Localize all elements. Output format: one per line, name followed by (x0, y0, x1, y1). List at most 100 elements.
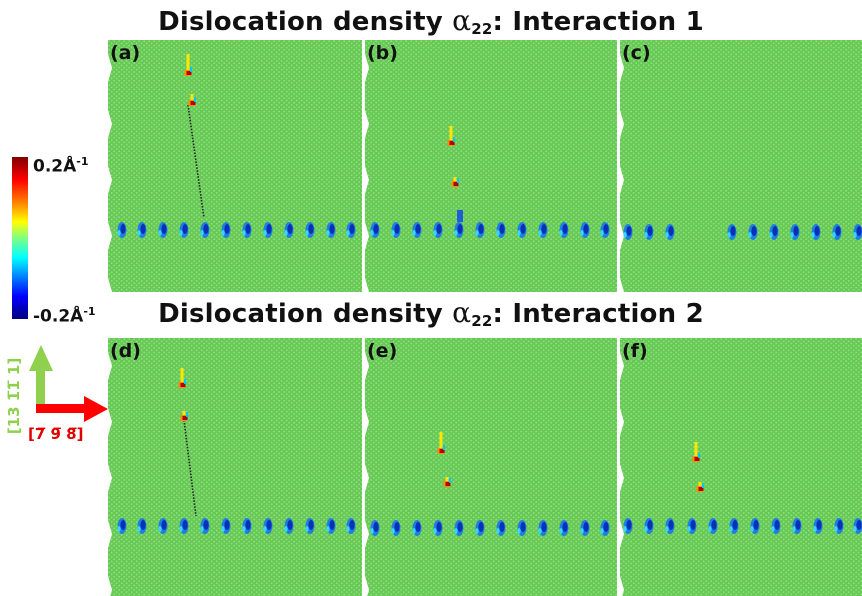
boundary-dislocation-core (600, 222, 610, 238)
lattice-dislocation (696, 482, 704, 492)
atom-lattice (365, 338, 617, 596)
boundary-dislocation-core (729, 518, 739, 534)
alpha-symbol: α (452, 296, 472, 329)
panel-edge (620, 338, 624, 596)
boundary-dislocation-core (412, 222, 422, 238)
lattice-dislocation (188, 94, 196, 106)
row-2-title: Dislocation density α22: Interaction 2 (158, 296, 704, 330)
lattice-dislocation (178, 368, 186, 388)
boundary-dislocation-core (433, 222, 443, 238)
boundary-dislocation-core (179, 518, 189, 534)
colorbar-max-label: 0.2Å-1 (33, 155, 89, 177)
lattice-dislocation (180, 411, 188, 421)
boundary-dislocation-core (580, 222, 590, 238)
panel-label: (b) (367, 42, 398, 64)
panel-c: (c) (620, 40, 862, 292)
boundary-dislocation-core (517, 520, 527, 536)
boundary-dislocation-core (538, 222, 548, 238)
atom-field (620, 338, 862, 596)
boundary-dislocation-core (644, 224, 654, 240)
boundary-dislocation-core (665, 224, 675, 240)
boundary-dislocation-core (813, 518, 823, 534)
boundary-dislocation-core (665, 518, 675, 534)
lattice-dislocation (692, 442, 700, 462)
panel-edge (365, 40, 369, 292)
panel-d: (d) (108, 338, 362, 596)
vertical-axis-arrow-icon (29, 345, 53, 371)
boundary-dislocation-core (242, 222, 252, 238)
boundary-dislocation-core (853, 224, 862, 240)
atom-field (620, 40, 862, 292)
vertical-axis-label: [13 1̅1̅ 1] (5, 357, 23, 435)
boundary-dislocation-core (790, 224, 800, 240)
colorbar (12, 157, 28, 319)
panel-label: (a) (110, 42, 141, 64)
boundary-dislocation-core (284, 222, 294, 238)
boundary-dislocation-core (454, 520, 464, 536)
boundary-dislocation-core (370, 520, 380, 536)
atom-lattice (620, 338, 862, 596)
panel-label: (d) (110, 340, 141, 362)
panel-label: (c) (622, 42, 651, 64)
boundary-dislocation-core (623, 224, 633, 240)
boundary-dislocation-core (834, 518, 844, 534)
row-1-title: Dislocation density α22: Interaction 1 (158, 4, 704, 38)
boundary-dislocation-core (580, 520, 590, 536)
panel-e: (e) (365, 338, 617, 596)
panel-b: (b) (365, 40, 617, 292)
alpha-symbol: α (452, 4, 472, 37)
boundary-dislocation-core (644, 518, 654, 534)
lattice-dislocation (437, 432, 445, 454)
colorbar-min-label: -0.2Å-1 (33, 305, 96, 327)
boundary-dislocation-core (242, 518, 252, 534)
boundary-dislocation-core (158, 518, 168, 534)
horizontal-axis-arrow-shaft (36, 404, 86, 413)
panel-a: (a) (108, 40, 362, 292)
boundary-dislocation-core (538, 520, 548, 536)
boundary-dislocation-core (263, 518, 273, 534)
boundary-dislocation-core (832, 224, 842, 240)
lattice-dislocation (451, 177, 459, 187)
boundary-dislocation-core (305, 222, 315, 238)
panel-edge (108, 338, 112, 596)
atom-field (365, 338, 617, 596)
boundary-dislocation-core (391, 222, 401, 238)
boundary-dislocation-core (263, 222, 273, 238)
boundary-dislocation-core (391, 520, 401, 536)
boundary-dislocation-core (792, 518, 802, 534)
boundary-dislocation-core (117, 222, 127, 238)
boundary-dislocation-core (454, 222, 464, 238)
boundary-dislocation-core (200, 518, 210, 534)
atom-field (365, 40, 617, 292)
atom-field (108, 338, 362, 596)
boundary-dislocation-core (600, 520, 610, 536)
atom-lattice (108, 40, 362, 292)
panel-label: (f) (622, 340, 648, 362)
boundary-dislocation-core (179, 222, 189, 238)
boundary-dislocation-core (433, 520, 443, 536)
boundary-dislocation-core (326, 222, 336, 238)
boundary-dislocation-core (727, 224, 737, 240)
boundary-dislocation-core (811, 224, 821, 240)
boundary-dislocation-core (623, 518, 633, 534)
panel-f: (f) (620, 338, 862, 596)
vertical-axis-arrow-shaft (36, 370, 45, 412)
slip-trace (187, 104, 205, 219)
boundary-step (457, 210, 463, 222)
panel-label: (e) (367, 340, 398, 362)
boundary-dislocation-core (137, 222, 147, 238)
boundary-dislocation-core (412, 520, 422, 536)
horizontal-axis-arrow-icon (84, 396, 108, 422)
boundary-dislocation-core (117, 518, 127, 534)
boundary-dislocation-core (853, 518, 862, 534)
boundary-dislocation-core (475, 520, 485, 536)
boundary-dislocation-core (137, 518, 147, 534)
boundary-dislocation-core (475, 222, 485, 238)
boundary-dislocation-core (346, 518, 356, 534)
boundary-dislocation-core (370, 222, 380, 238)
boundary-dislocation-core (687, 518, 697, 534)
boundary-dislocation-core (517, 222, 527, 238)
boundary-dislocation-core (284, 518, 294, 534)
atom-field (108, 40, 362, 292)
boundary-dislocation-core (708, 518, 718, 534)
